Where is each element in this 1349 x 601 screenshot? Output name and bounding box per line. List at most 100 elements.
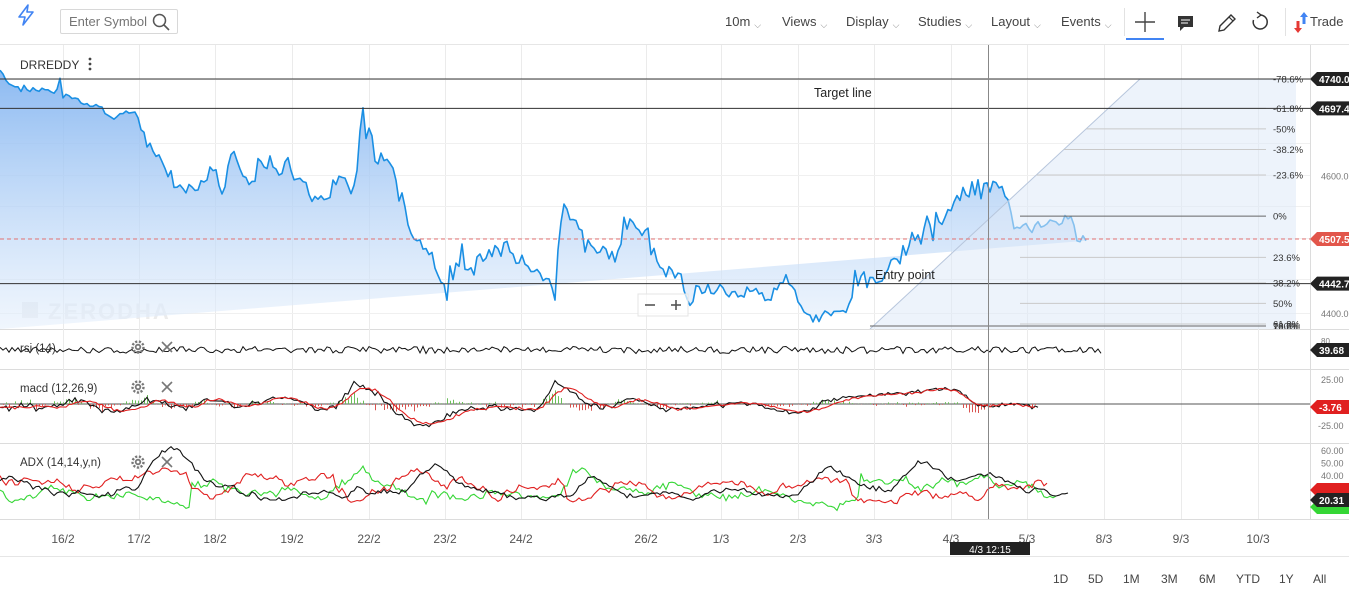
price-level-label: 4442.7 [1319, 280, 1349, 291]
macd-value-badge [1310, 400, 1349, 414]
fib-level-label: 0% [1273, 212, 1287, 223]
range-ytd[interactable]: YTD [1236, 572, 1260, 586]
range-bar: 1D 5D 1M 3M 6M YTD 1Y All [0, 556, 1349, 601]
x-tick-label: 22/2 [357, 532, 381, 546]
range-6m[interactable]: 6M [1199, 572, 1216, 586]
fib-level-label: -61.8% [1273, 104, 1304, 115]
close-stroke [161, 341, 173, 353]
price-level-badge [1310, 72, 1349, 86]
fib-level-label: 23.6% [1273, 253, 1300, 264]
interval-label: 10m [725, 14, 751, 29]
views-menu[interactable]: Views ⌵ [782, 0, 827, 44]
annotation-entry-point: Entry point [875, 268, 935, 282]
display-menu[interactable]: Display ⌵ [846, 0, 899, 44]
x-tick-label: 3/3 [866, 532, 883, 546]
fib-level-label: -50% [1273, 124, 1296, 135]
events-label: Events [1061, 14, 1101, 29]
adx-minus-di-line [0, 467, 1048, 505]
menu-dots-icon[interactable] [88, 62, 92, 66]
menu-dots-icon[interactable] [88, 57, 92, 61]
crosshair-date-badge [950, 542, 1030, 555]
search-icon[interactable] [152, 13, 170, 36]
pencil-icon[interactable] [1215, 0, 1237, 44]
adx-value-badge [1310, 493, 1349, 507]
adx-y-tick: 40.00 [1321, 471, 1344, 481]
display-label: Display [846, 14, 889, 29]
price-level-label: 4697.4 [1319, 104, 1349, 115]
interval-menu[interactable]: 10m ⌵ [725, 0, 761, 44]
range-1y[interactable]: 1Y [1279, 572, 1294, 586]
settings-gear-icon[interactable] [131, 340, 145, 354]
rsi-value-badge [1310, 343, 1349, 357]
toolbar-divider [1124, 8, 1125, 36]
fib-level-label: 78.6% [1273, 322, 1300, 333]
close-icon[interactable] [161, 456, 173, 468]
undo-icon[interactable] [1250, 0, 1270, 44]
events-menu[interactable]: Events ⌵ [1061, 0, 1112, 44]
x-tick-label: 26/2 [634, 532, 658, 546]
settings-gear-icon[interactable] [131, 380, 145, 394]
gear-teeth [131, 455, 145, 469]
rsi-y-tick: 80 [1321, 337, 1330, 346]
lightning-icon[interactable] [16, 0, 36, 44]
last-price-label: 4507.5 [1319, 235, 1349, 246]
zoom-controls [637, 293, 689, 317]
x-tick-label: 10/3 [1246, 532, 1270, 546]
gear-hole [136, 460, 140, 464]
adx-y-tick: 50.00 [1321, 459, 1344, 469]
macd-y-tick: -25.00 [1318, 421, 1344, 431]
range-1d[interactable]: 1D [1053, 572, 1069, 586]
range-5d[interactable]: 5D [1088, 572, 1104, 586]
price-level-badge [1310, 276, 1349, 291]
fib-trend-line [869, 78, 1141, 329]
range-all[interactable]: All [1313, 572, 1327, 586]
studies-label: Studies [918, 14, 962, 29]
x-tick-label: 24/2 [509, 532, 533, 546]
fib-level-label: -78.6% [1273, 75, 1304, 86]
macd-y-tick: 25.00 [1321, 375, 1344, 385]
symbol-search[interactable] [60, 9, 178, 34]
symbol-label: DRREDDY [20, 58, 79, 72]
range-3m[interactable]: 3M [1161, 572, 1178, 586]
price-line [0, 69, 1087, 323]
fib-level-label: 100% [1273, 322, 1298, 333]
x-tick-label: 9/3 [1173, 532, 1190, 546]
top-toolbar: 10m⌵ Views⌵ Display⌵ Studies⌵ Layout⌵ Ev… [0, 0, 1349, 45]
x-tick-label: 23/2 [433, 532, 457, 546]
x-tick-label: 16/2 [51, 532, 75, 546]
adx-value-label: 20.31 [1319, 496, 1344, 507]
macd-value-label: -3.76 [1319, 403, 1342, 414]
settings-gear-icon[interactable] [131, 455, 145, 469]
comment-icon[interactable] [1176, 0, 1196, 44]
x-tick-label: 19/2 [280, 532, 304, 546]
search-input[interactable] [69, 14, 149, 29]
chevron-down-icon: ⌵ [892, 20, 900, 30]
views-label: Views [782, 14, 817, 29]
gear-hole [136, 345, 140, 349]
chart-canvas[interactable]: 16/2 17/2 18/2 19/2 22/2 23/2 24/2 26/2 1/3 2/3 3/… [0, 45, 1349, 555]
trade-label: Trade [1310, 14, 1344, 29]
gear-teeth [131, 340, 145, 354]
rsi-title: rsi (14) [20, 343, 56, 355]
x-tick-label: 17/2 [127, 532, 151, 546]
fib-level-label: 61.8% [1273, 320, 1300, 331]
macd-title: macd (12,26,9) [20, 383, 98, 395]
chevron-down-icon: ⌵ [1104, 20, 1112, 30]
fib-level-label: -23.6% [1273, 170, 1304, 181]
annotation-target-line: Target line [814, 86, 872, 100]
close-stroke [161, 381, 173, 393]
layout-menu[interactable]: Layout ⌵ [991, 0, 1041, 44]
trade-button[interactable]: Trade [1292, 0, 1343, 44]
range-1m[interactable]: 1M [1123, 572, 1140, 586]
adx-title: ADX (14,14,y,n) [20, 457, 101, 469]
crosshair-button[interactable] [1126, 0, 1164, 40]
chevron-down-icon: ⌵ [820, 20, 828, 30]
y-tick-label: 4600.0 [1321, 171, 1349, 181]
layout-label: Layout [991, 14, 1031, 29]
studies-menu[interactable]: Studies ⌵ [918, 0, 972, 44]
close-icon[interactable] [161, 381, 173, 393]
x-tick-label: 18/2 [203, 532, 227, 546]
close-icon[interactable] [161, 341, 173, 353]
price-area-fill [0, 70, 1086, 329]
menu-dots-icon[interactable] [88, 67, 92, 71]
